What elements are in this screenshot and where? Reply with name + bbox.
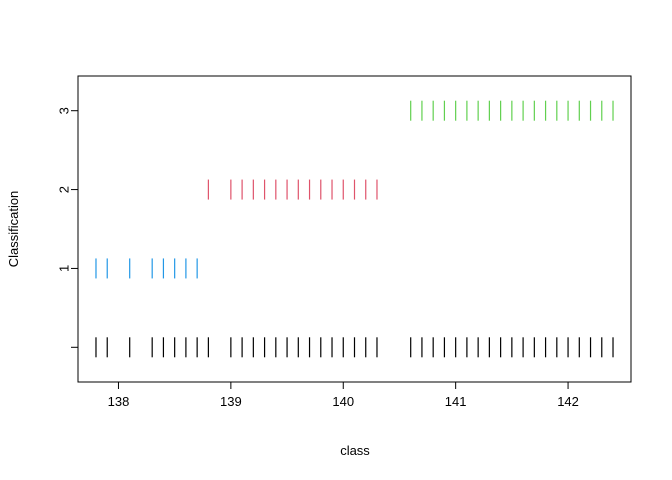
- x-axis: 138 139 140 141 142: [108, 381, 579, 409]
- y-axis-title: Classification: [6, 191, 21, 268]
- x-tick-label-0: 138: [108, 394, 130, 409]
- y-axis: 1 2 3: [57, 107, 79, 348]
- x-tick-label-3: 141: [445, 394, 467, 409]
- x-tick-label-4: 142: [557, 394, 579, 409]
- y-tick-label-1: 1: [57, 265, 72, 272]
- x-tick-label-2: 140: [332, 394, 354, 409]
- y-tick-label-3: 3: [57, 107, 72, 114]
- x-tick-label-1: 139: [220, 394, 242, 409]
- x-axis-title: class: [340, 443, 370, 458]
- y-tick-label-2: 2: [57, 186, 72, 193]
- data-marks: [95, 100, 614, 358]
